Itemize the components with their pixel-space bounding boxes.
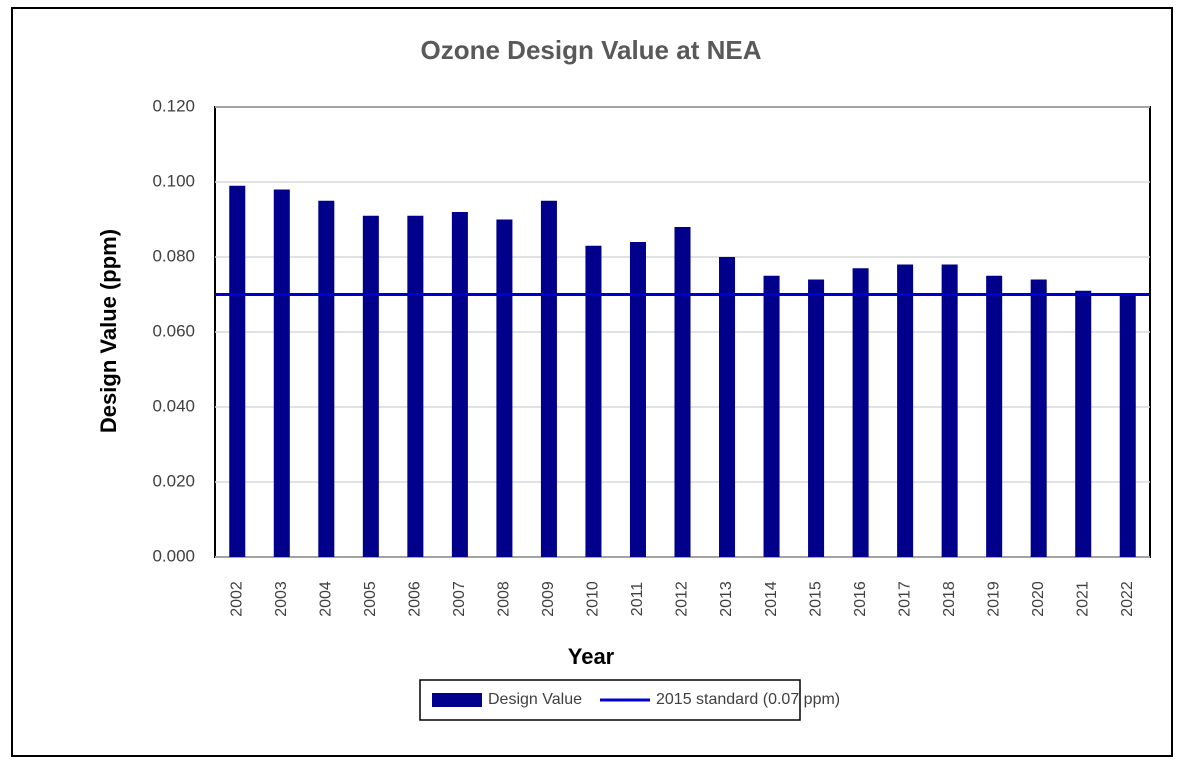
x-tick-label: 2007 — [451, 581, 468, 617]
x-tick-label: 2002 — [228, 581, 245, 617]
bar — [719, 257, 736, 557]
bar — [318, 200, 335, 557]
bar — [1119, 294, 1136, 557]
bar — [941, 264, 958, 557]
x-tick-label: 2010 — [585, 581, 602, 617]
bar — [407, 215, 424, 557]
bar — [273, 189, 290, 557]
bar — [1075, 290, 1092, 557]
x-tick-label: 2022 — [1119, 581, 1136, 617]
chart-title: Ozone Design Value at NEA — [421, 35, 762, 65]
x-tick-label: 2008 — [496, 581, 513, 617]
bar — [674, 227, 691, 557]
bar — [451, 212, 468, 557]
x-tick-label: 2015 — [807, 581, 824, 617]
x-tick-label: 2003 — [273, 581, 290, 617]
y-tick-label: 0.080 — [152, 246, 195, 265]
x-tick-label: 2004 — [318, 581, 335, 617]
y-tick-label: 0.040 — [152, 396, 195, 415]
legend-label: 2015 standard (0.07 ppm) — [656, 691, 840, 708]
y-tick-label: 0.100 — [152, 171, 195, 190]
x-tick-label: 2005 — [362, 581, 379, 617]
x-tick-label: 2021 — [1074, 581, 1091, 617]
legend-label: Design Value — [488, 691, 582, 708]
bar — [496, 219, 513, 557]
bar — [362, 215, 379, 557]
y-tick-label: 0.060 — [152, 321, 195, 340]
bar — [585, 245, 602, 557]
legend-swatch — [432, 693, 482, 707]
x-axis-title: Year — [568, 644, 615, 669]
x-tick-label: 2009 — [540, 581, 557, 617]
x-tick-label: 2006 — [407, 581, 424, 617]
x-tick-label: 2018 — [941, 581, 958, 617]
bar — [763, 275, 780, 557]
bar — [1030, 279, 1047, 557]
x-tick-label: 2014 — [763, 581, 780, 617]
x-tick-label: 2020 — [1030, 581, 1047, 617]
bar — [808, 279, 825, 557]
y-axis-title: Design Value (ppm) — [96, 229, 121, 433]
bar — [540, 200, 557, 557]
x-tick-label: 2019 — [985, 581, 1002, 617]
x-tick-label: 2017 — [896, 581, 913, 617]
bar — [852, 268, 869, 557]
y-tick-label: 0.000 — [152, 546, 195, 565]
x-tick-label: 2012 — [674, 581, 691, 617]
y-tick-label: 0.020 — [152, 471, 195, 490]
bar — [629, 242, 646, 557]
x-tick-label: 2016 — [852, 581, 869, 617]
bar — [229, 185, 246, 557]
bar — [986, 275, 1003, 557]
bar — [897, 264, 914, 557]
x-tick-label: 2011 — [629, 582, 646, 617]
y-tick-label: 0.120 — [152, 96, 195, 115]
x-tick-label: 2013 — [718, 581, 735, 617]
